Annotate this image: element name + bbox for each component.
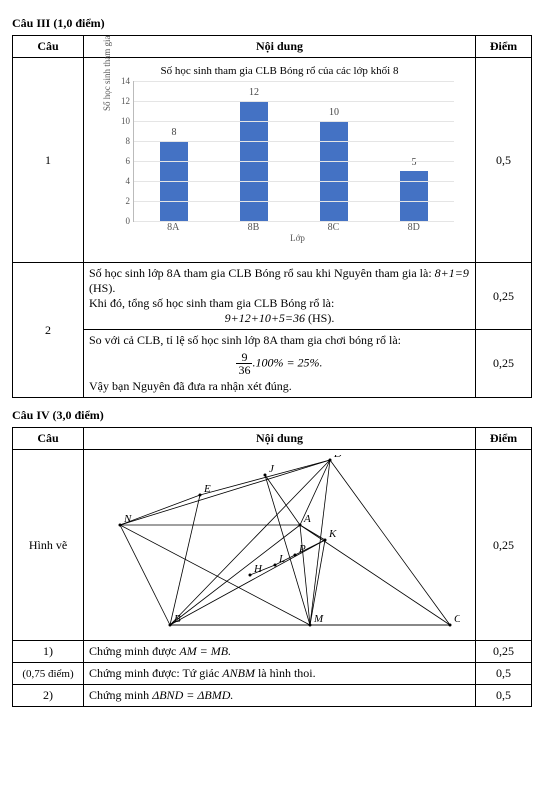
bar-chart: Số học sinh tham gia CLB Bóng rổ của các… <box>97 65 462 255</box>
cell-chart: Số học sinh tham gia CLB Bóng rổ của các… <box>84 58 476 263</box>
text-1b: Chứng minh được: Tứ giác <box>89 666 222 680</box>
cell-cau-1b: (0,75 điểm) <box>13 663 84 685</box>
section3-title: Câu III (1,0 điểm) <box>12 16 532 31</box>
table-section3: Câu Nội dung Điểm 1 Số học sinh tham gia… <box>12 35 532 398</box>
text-2a-l2: Khi đó, tổng số học sinh tham gia CLB Bó… <box>89 296 334 310</box>
y-axis-label: Số học sinh tham gia <box>102 36 112 112</box>
th-diem: Điểm <box>476 36 532 58</box>
text-2b-l1: So với cả CLB, tỉ lệ số học sinh lớp 8A … <box>89 333 401 347</box>
svg-text:K: K <box>328 528 337 540</box>
cell-diem-1b: 0,5 <box>476 663 532 685</box>
cell-cau-2: 2 <box>13 263 84 398</box>
cell-hinhve: Hình vẽ <box>13 450 84 641</box>
cell-cau-1: 1 <box>13 58 84 263</box>
cell-diem-1: 0,5 <box>476 58 532 263</box>
text-1a: Chứng minh được <box>89 644 176 658</box>
th4-noidung: Nội dung <box>84 428 476 450</box>
section4-title: Câu IV (3,0 điểm) <box>12 408 532 423</box>
text-2b-l2: Vậy bạn Nguyên đã đưa ra nhận xét đúng. <box>89 379 292 393</box>
cell-1b: Chứng minh được: Tứ giác ANBM là hình th… <box>84 663 476 685</box>
cell-diem-2b: 0,25 <box>476 330 532 398</box>
frac-den: 36 <box>236 364 252 376</box>
bars-container: 812105 <box>134 81 454 221</box>
unit-2a-2: (HS). <box>308 311 334 325</box>
expr-2a-1: 8+1=9 <box>435 266 469 280</box>
math-2iv: ΔBND = ΔBMD. <box>152 688 233 702</box>
svg-text:D: D <box>333 455 342 460</box>
svg-text:C: C <box>454 613 460 625</box>
x-labels: 8A8B8C8D <box>133 222 454 233</box>
svg-text:J: J <box>269 463 275 475</box>
chart-plot: Số học sinh tham gia 812105 02468101214 <box>133 81 454 222</box>
math-1a: AM = MB. <box>179 644 231 658</box>
cell-geom: N E J D A K P L H B M C <box>84 450 476 641</box>
cell-diem-2iv: 0,5 <box>476 685 532 707</box>
math-1b: ANBM <box>222 666 255 680</box>
th-noidung: Nội dung <box>84 36 476 58</box>
text-2iv: Chứng minh <box>89 688 152 702</box>
th-cau: Câu <box>13 36 84 58</box>
svg-text:A: A <box>303 513 311 525</box>
cell-2a: Số học sinh lớp 8A tham gia CLB Bóng rổ … <box>84 263 476 330</box>
fraction: 9 36 <box>236 351 252 376</box>
expr-2b: .100% = 25%. <box>252 355 322 369</box>
th4-cau: Câu <box>13 428 84 450</box>
geometry-diagram: N E J D A K P L H B M C <box>100 455 460 635</box>
cell-2b: So với cả CLB, tỉ lệ số học sinh lớp 8A … <box>84 330 476 398</box>
cell-2iv: Chứng minh ΔBND = ΔBMD. <box>84 685 476 707</box>
svg-text:B: B <box>174 613 181 625</box>
svg-text:M: M <box>313 613 324 625</box>
cell-diem-fig: 0,25 <box>476 450 532 641</box>
table-section4: Câu Nội dung Điểm Hình vẽ N E J D A K P L H B M C 0… <box>12 427 532 707</box>
svg-text:H: H <box>253 563 263 575</box>
cell-diem-2a: 0,25 <box>476 263 532 330</box>
cell-cau-2iv: 2) <box>13 685 84 707</box>
th4-diem: Điểm <box>476 428 532 450</box>
x-axis-title: Lớp <box>133 233 462 243</box>
svg-text:E: E <box>203 483 211 495</box>
unit-2a-1: (HS). <box>89 281 115 295</box>
expr-2a-2: 9+12+10+5=36 <box>225 311 305 325</box>
svg-text:P: P <box>298 543 306 555</box>
cell-cau-1a: 1) <box>13 641 84 663</box>
text-1b2: là hình thoi. <box>258 666 316 680</box>
chart-title: Số học sinh tham gia CLB Bóng rổ của các… <box>97 65 462 77</box>
svg-text:L: L <box>278 553 285 565</box>
cell-1a: Chứng minh được AM = MB. <box>84 641 476 663</box>
svg-text:N: N <box>123 513 132 525</box>
text-2a-l1: Số học sinh lớp 8A tham gia CLB Bóng rổ … <box>89 266 432 280</box>
cell-diem-1a: 0,25 <box>476 641 532 663</box>
